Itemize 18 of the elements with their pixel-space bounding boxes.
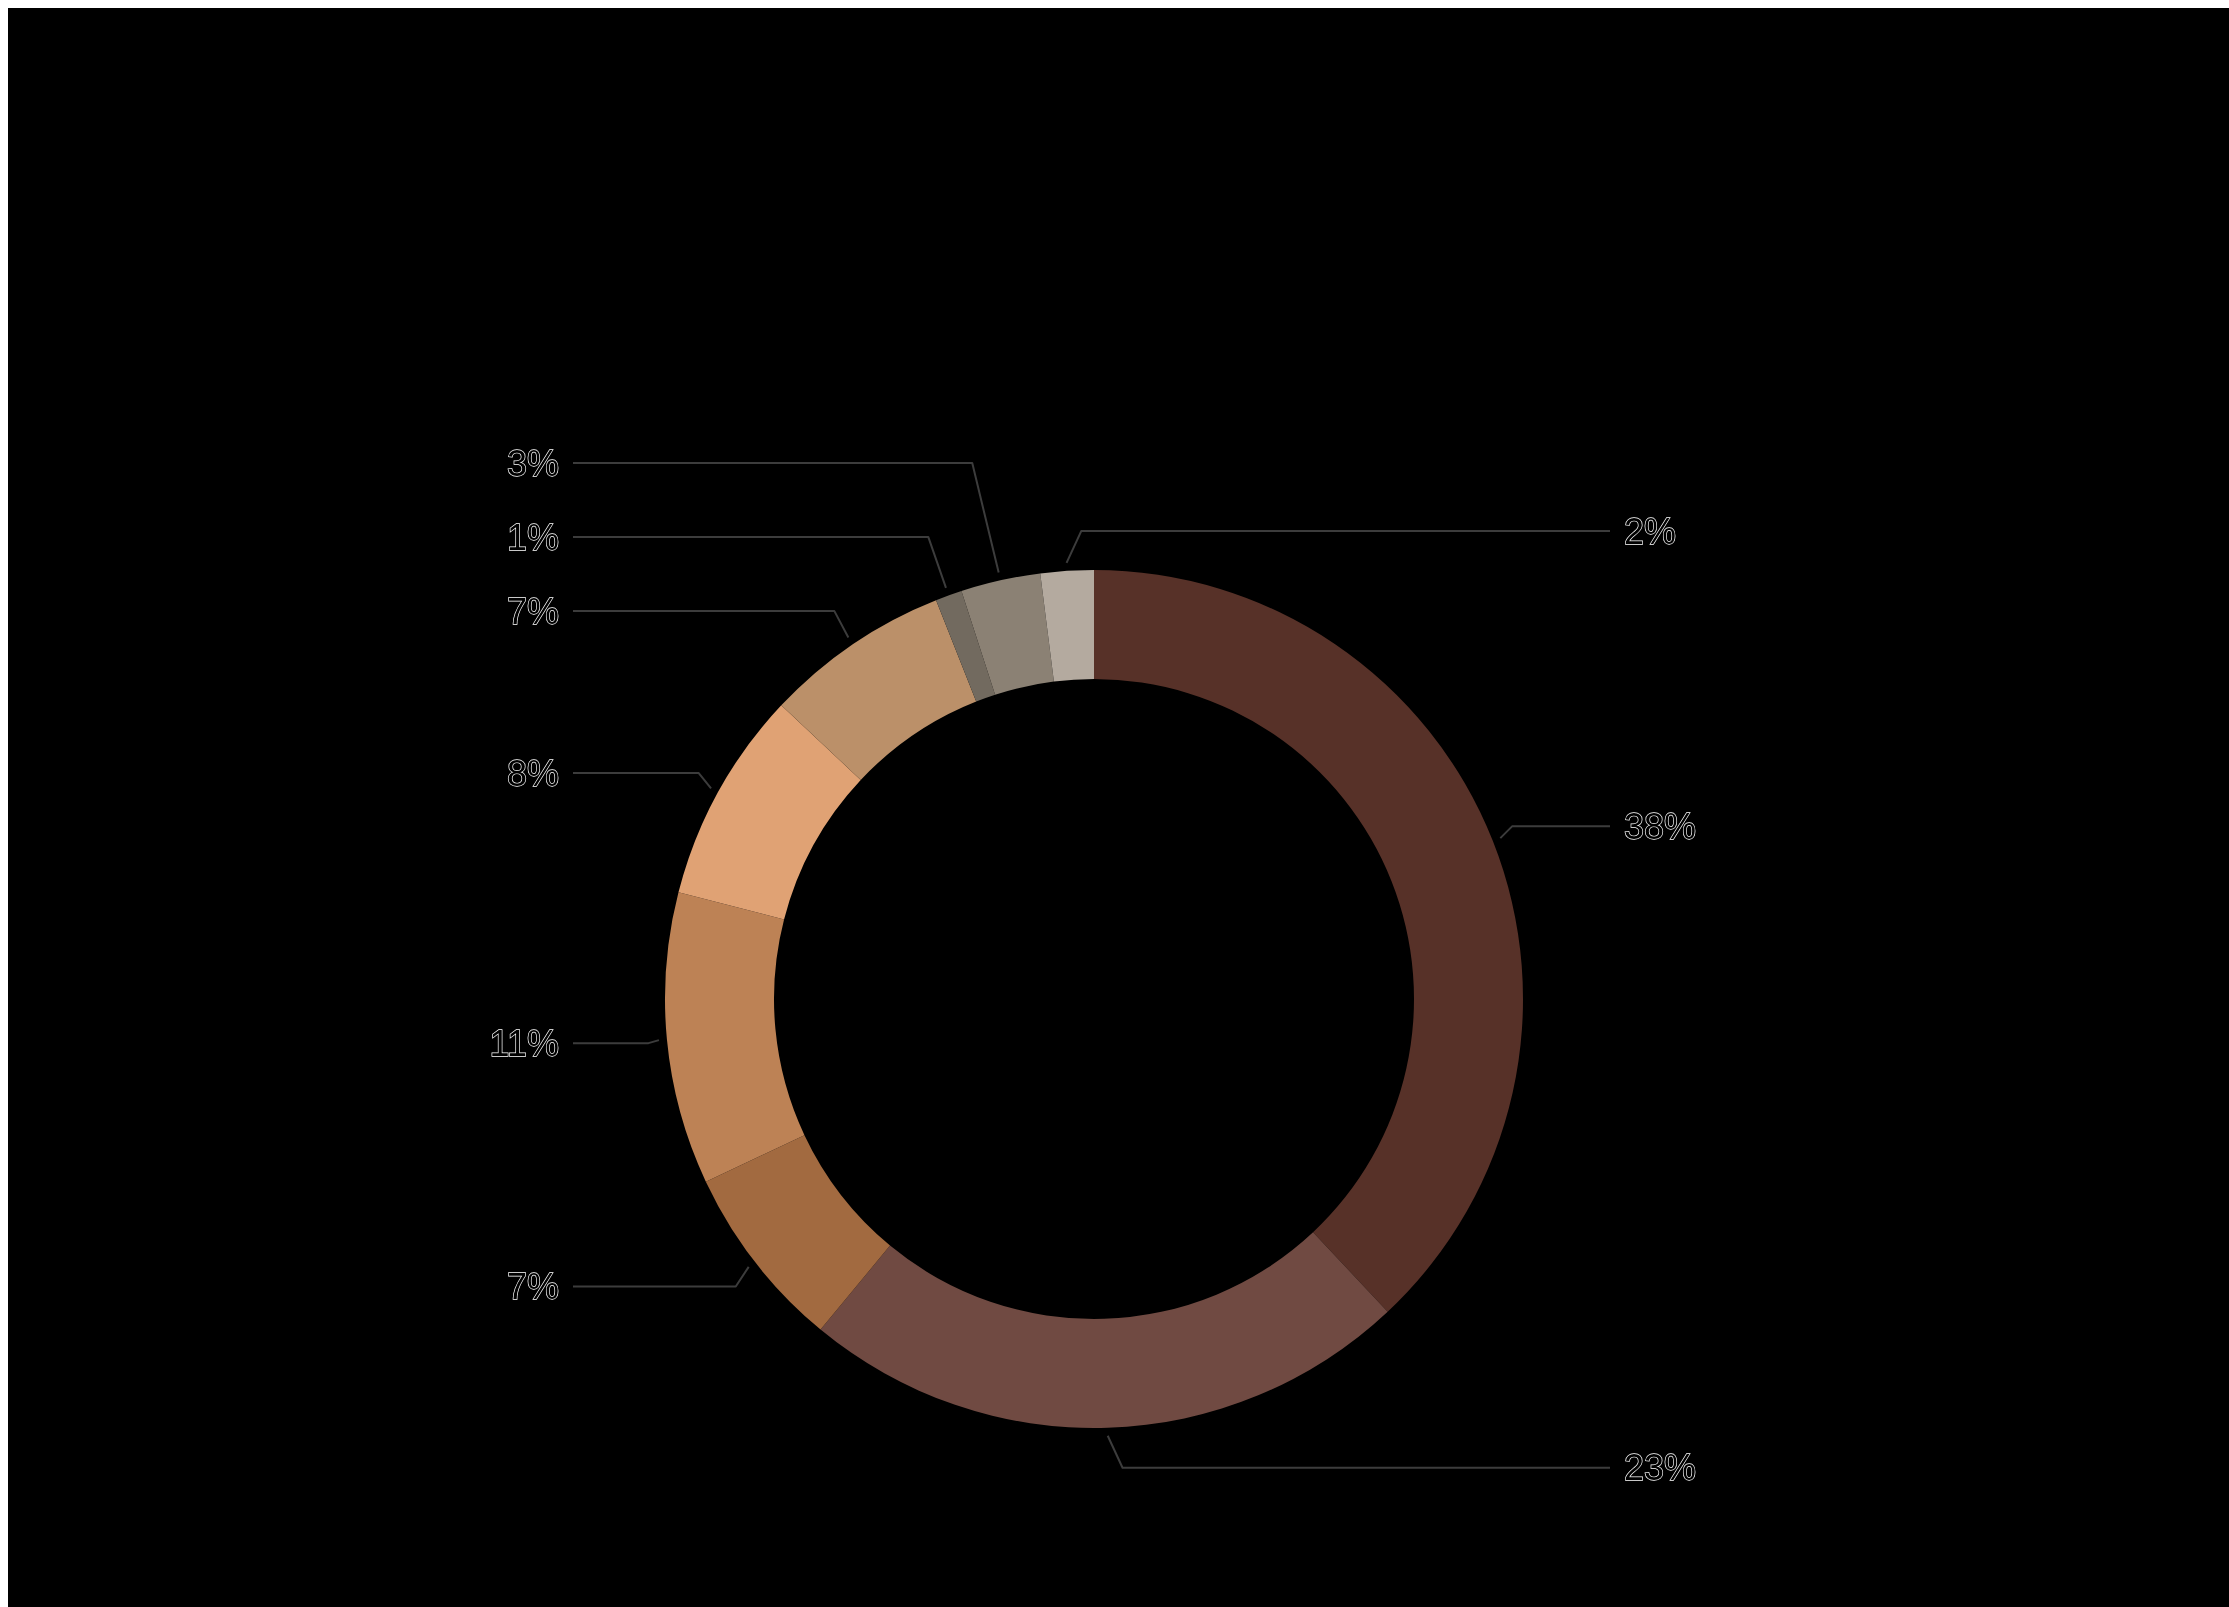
data-label: 38% xyxy=(1624,805,1697,847)
data-label: 1% xyxy=(506,516,559,558)
donut-slice xyxy=(678,705,861,920)
data-label: 2% xyxy=(1624,510,1677,552)
donut-slice xyxy=(936,591,996,702)
data-label: 3% xyxy=(506,442,559,484)
donut-slice xyxy=(820,1232,1388,1428)
donut-slice xyxy=(705,1135,891,1330)
donut-slice xyxy=(665,892,805,1182)
data-label: 7% xyxy=(506,1266,559,1308)
data-label: 11% xyxy=(489,1022,559,1064)
data-label: 8% xyxy=(506,752,559,794)
donut-slice xyxy=(1094,570,1523,1312)
data-label: 23% xyxy=(1624,1447,1697,1489)
data-label: 7% xyxy=(506,590,559,632)
donut-slice xyxy=(1040,570,1094,682)
donut-slice xyxy=(961,573,1054,695)
donut-slice xyxy=(781,600,977,780)
